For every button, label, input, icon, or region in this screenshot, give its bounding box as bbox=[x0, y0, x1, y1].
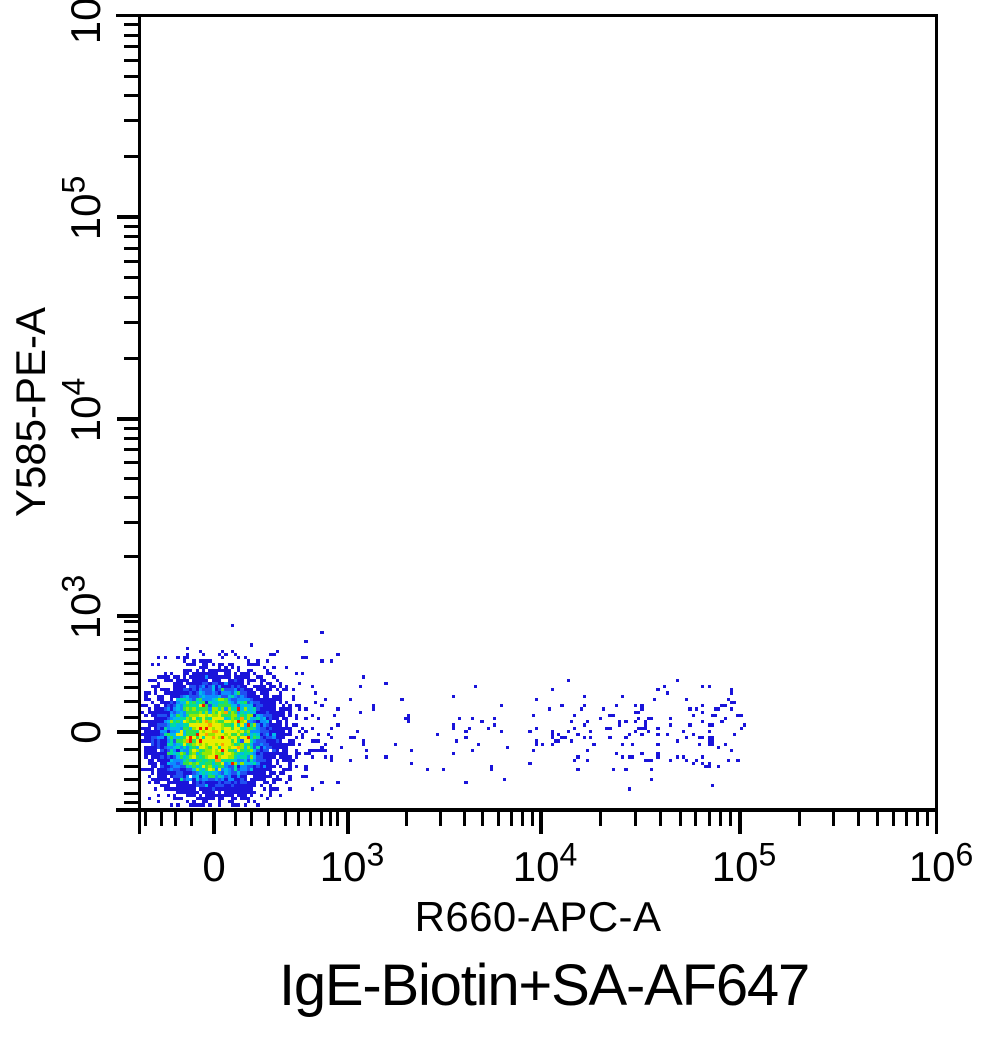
svg-text:IgE-Biotin+SA-AF647: IgE-Biotin+SA-AF647 bbox=[279, 953, 809, 1018]
svg-text:104: 104 bbox=[513, 837, 578, 891]
svg-text:R660-APC-A: R660-APC-A bbox=[415, 893, 662, 940]
svg-text:0: 0 bbox=[202, 843, 225, 890]
svg-text:105: 105 bbox=[56, 176, 110, 241]
svg-text:0: 0 bbox=[62, 720, 109, 743]
svg-text:Y585-PE-A: Y585-PE-A bbox=[7, 307, 54, 517]
svg-text:106: 106 bbox=[56, 0, 110, 44]
svg-text:103: 103 bbox=[320, 837, 385, 891]
